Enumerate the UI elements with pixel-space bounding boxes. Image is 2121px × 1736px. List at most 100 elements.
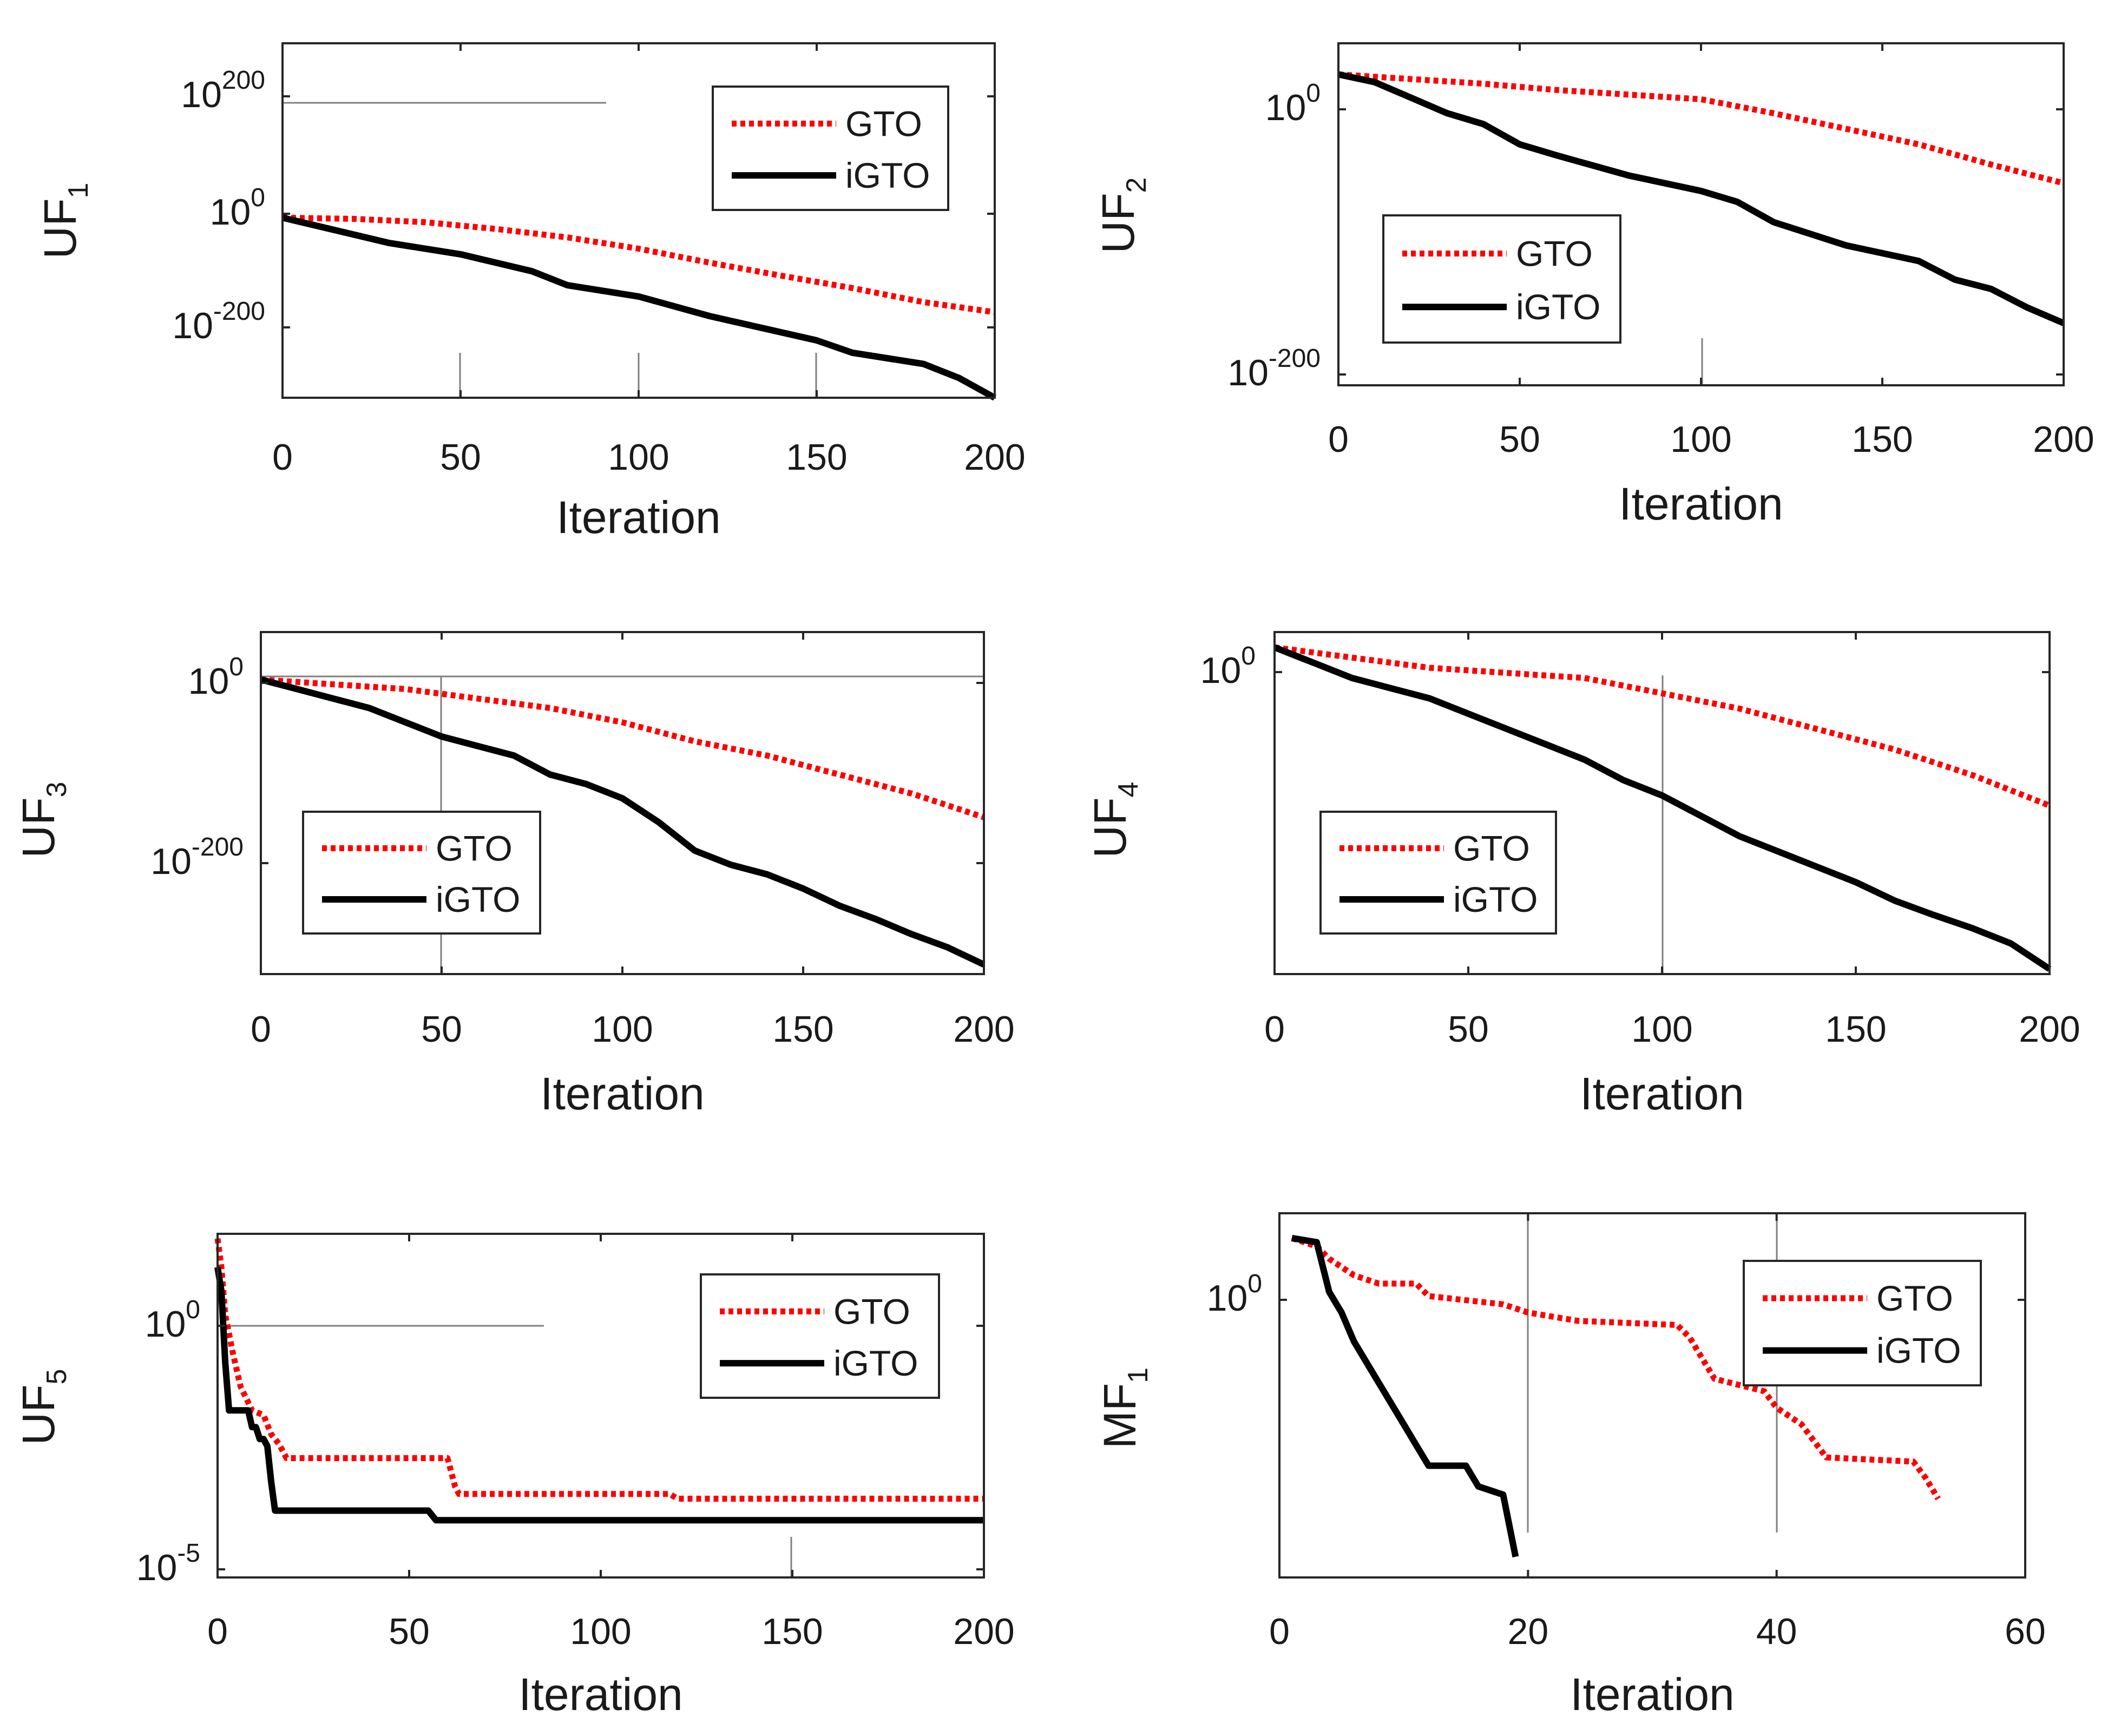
x-tick-label: 50: [1499, 419, 1540, 460]
x-axis-label: Iteration: [1619, 478, 1783, 529]
legend: GTO iGTO: [302, 811, 541, 935]
y-tick-base: 10: [1227, 352, 1269, 393]
x-tick-label: 150: [1825, 1009, 1886, 1050]
legend-label-igto: iGTO: [833, 1343, 918, 1383]
x-tick-label: 100: [1631, 1009, 1692, 1050]
chart-panel-uf1: 0 50 100 150 2001020010010-200IterationUF1GT…: [35, 42, 1026, 543]
series-line-gto: [1338, 71, 2065, 186]
legend: GTO iGTO: [1382, 214, 1621, 344]
y-tick-label: 100: [145, 1296, 200, 1345]
x-tick-label: 0: [272, 437, 293, 478]
y-tick-label: 100: [1207, 1270, 1262, 1319]
x-tick-label: 200: [953, 1009, 1014, 1050]
x-tick-label: 200: [2033, 419, 2094, 460]
y-tick-exponent: 0: [229, 653, 244, 681]
series-line-igto: [1337, 71, 2065, 326]
x-tick-label: 100: [1670, 419, 1731, 460]
legend-label-igto: iGTO: [1453, 879, 1538, 919]
y-axis-label-base: UF: [1093, 193, 1144, 253]
y-tick-label: 10-200: [1227, 344, 1321, 393]
y-tick-exponent: 0: [251, 183, 265, 212]
legend-label-igto: iGTO: [436, 879, 520, 919]
x-tick-label: 0: [1264, 1009, 1285, 1050]
y-tick-label: 100: [1200, 642, 1256, 691]
legend-box: [712, 86, 949, 211]
y-tick-base: 10: [1265, 87, 1306, 128]
legend-label-igto: iGTO: [1876, 1331, 1961, 1371]
x-tick-label: 0: [1328, 419, 1349, 460]
series-line-igto: [1291, 1234, 1519, 1557]
x-axis-label: Iteration: [518, 1669, 683, 1720]
y-tick-label: 100: [1265, 79, 1321, 128]
series-line-gto: [260, 676, 985, 820]
y-axis-label-subscript: 4: [1113, 782, 1144, 798]
x-tick-label: 50: [421, 1009, 462, 1050]
y-axis-label-subscript: 5: [41, 1369, 73, 1385]
series-line-igto: [1273, 644, 2052, 972]
x-tick-label: 50: [440, 437, 481, 478]
x-tick-label: 40: [1756, 1611, 1797, 1652]
x-tick-label: 60: [2005, 1611, 2046, 1652]
series-line-gto: [214, 1238, 984, 1502]
y-tick-exponent: -5: [177, 1539, 200, 1568]
y-tick-exponent: 0: [1306, 79, 1321, 108]
y-tick-label: 10-200: [150, 833, 244, 882]
x-tick-label: 200: [964, 437, 1025, 478]
y-tick-exponent: 200: [222, 66, 265, 95]
y-tick-base: 10: [172, 305, 213, 346]
x-tick-label: 150: [1851, 419, 1913, 460]
y-tick-label: 100: [210, 183, 265, 233]
x-axis-label: Iteration: [1580, 1068, 1744, 1119]
legend: GTO iGTO: [1319, 811, 1557, 935]
legend: GTO iGTO: [700, 1273, 940, 1399]
x-tick-label: 100: [570, 1611, 631, 1652]
y-tick-exponent: 0: [186, 1296, 200, 1324]
y-axis-label-base: UF: [13, 797, 64, 858]
series-line-gto: [1291, 1235, 1941, 1501]
y-tick-exponent: -200: [192, 833, 244, 862]
y-tick-label: 10-200: [172, 297, 265, 346]
legend-label-gto: GTO: [833, 1291, 910, 1331]
y-axis-label: UF4: [1085, 782, 1144, 858]
y-tick-label: 10-5: [136, 1539, 200, 1588]
legend-label-gto: GTO: [1516, 234, 1593, 274]
y-tick-base: 10: [150, 841, 192, 882]
legend-label-gto: GTO: [1876, 1278, 1953, 1318]
y-axis-label: MF1: [1094, 1367, 1154, 1449]
x-tick-label: 150: [761, 1611, 823, 1652]
series-line-gto: [1274, 644, 2051, 808]
y-axis-label: UF5: [13, 1369, 73, 1445]
legend: GTO iGTO: [1743, 1260, 1982, 1386]
legend-label-igto: iGTO: [1516, 287, 1600, 327]
series-line-igto: [281, 214, 996, 401]
x-tick-label: 200: [953, 1611, 1014, 1652]
y-tick-base: 10: [188, 661, 229, 702]
y-tick-exponent: -200: [213, 297, 265, 326]
y-tick-base: 10: [1200, 650, 1242, 691]
legend-label-gto: GTO: [845, 103, 922, 143]
legend-box: [1743, 1260, 1982, 1386]
y-tick-base: 10: [181, 74, 222, 115]
x-tick-label: 0: [207, 1611, 228, 1652]
x-tick-label: 200: [2019, 1009, 2080, 1050]
legend-label-gto: GTO: [1453, 828, 1530, 869]
legend-box: [700, 1273, 940, 1399]
y-tick-exponent: 0: [1241, 642, 1256, 670]
series-line-gto: [282, 214, 995, 315]
y-axis-label-subscript: 1: [1122, 1367, 1154, 1383]
y-axis-label-subscript: 2: [1121, 177, 1152, 193]
x-tick-label: 150: [772, 1009, 833, 1050]
y-axis-label-subscript: 1: [63, 183, 94, 199]
y-tick-base: 10: [1207, 1278, 1248, 1319]
y-tick-label: 10200: [181, 66, 265, 115]
y-axis-label-subscript: 3: [41, 782, 73, 798]
legend-label-gto: GTO: [436, 828, 513, 869]
legend-label-igto: iGTO: [845, 155, 930, 195]
y-tick-base: 10: [136, 1547, 178, 1588]
y-axis-label: UF1: [35, 183, 94, 259]
y-tick-label: 100: [188, 653, 244, 702]
